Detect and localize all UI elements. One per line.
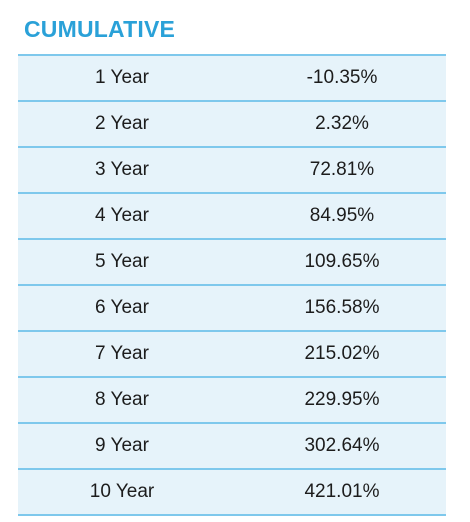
return-value-cell: -10.35% [306,67,378,88]
period-cell: 8 Year [95,389,149,410]
period-cell: 3 Year [95,159,149,180]
return-value-cell: 421.01% [304,481,380,502]
table-row: 7 Year 215.02% [18,332,446,378]
table-row: 3 Year 72.81% [18,148,446,194]
table-title: CUMULATIVE [24,16,176,42]
table-row: 2 Year 2.32% [18,102,446,148]
period-cell: 6 Year [95,297,149,318]
period-cell: 2 Year [95,113,149,134]
table-row: 9 Year 302.64% [18,424,446,470]
period-cell: 10 Year [89,481,155,502]
return-value-cell: 302.64% [304,435,380,456]
table-row: 4 Year 84.95% [18,194,446,240]
table-row: 10 Year 421.01% [18,470,446,516]
return-value-cell: 72.81% [309,159,375,180]
table-row: 8 Year 229.95% [18,378,446,424]
return-value-cell: 84.95% [309,205,375,226]
cumulative-returns-table: 1 Year -10.35% 2 Year 2.32% 3 Year 72.81… [18,54,446,516]
return-value-cell: 229.95% [304,389,380,410]
table-row: 1 Year -10.35% [18,56,446,102]
return-value-cell: 156.58% [304,297,380,318]
table-row: 6 Year 156.58% [18,286,446,332]
period-cell: 9 Year [95,435,149,456]
period-cell: 4 Year [95,205,149,226]
table-row: 5 Year 109.65% [18,240,446,286]
return-value-cell: 2.32% [315,113,369,134]
return-value-cell: 109.65% [304,251,380,272]
period-cell: 7 Year [95,343,149,364]
period-cell: 1 Year [95,67,149,88]
return-value-cell: 215.02% [304,343,380,364]
period-cell: 5 Year [95,251,149,272]
